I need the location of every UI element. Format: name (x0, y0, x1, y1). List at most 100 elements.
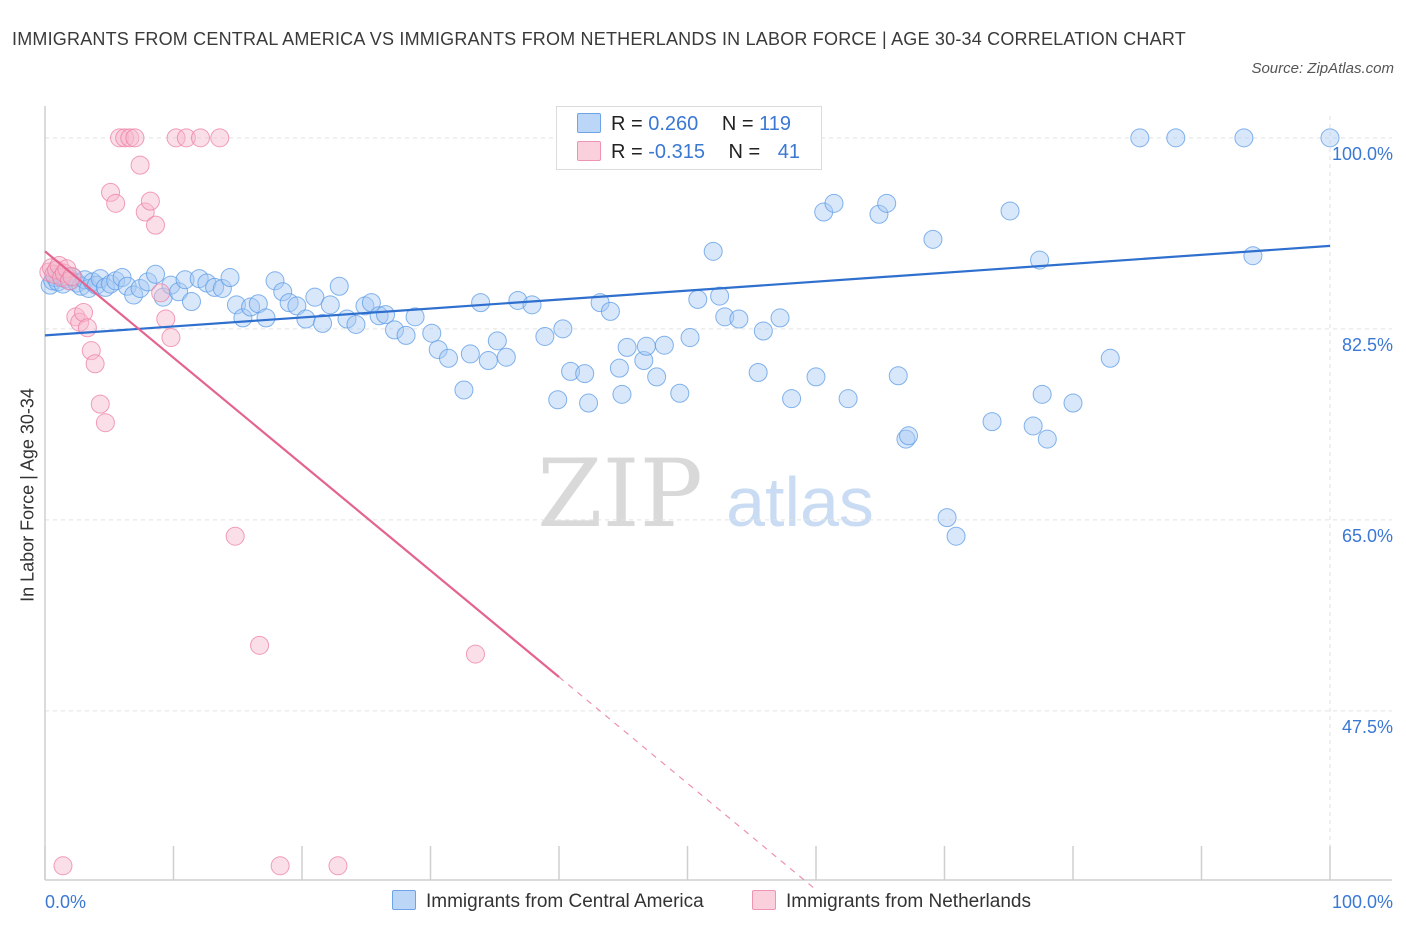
point-central-america (305, 287, 325, 307)
point-central-america (647, 367, 667, 387)
point-netherlands (270, 856, 290, 876)
point-central-america (1243, 246, 1263, 266)
legend-r-value-netherlands: -0.315 (648, 141, 705, 163)
bottom-legend-netherlands[interactable]: Immigrants from Netherlands (752, 888, 1031, 916)
point-netherlands (151, 283, 171, 303)
trend-layer (44, 244, 1331, 891)
point-netherlands (85, 354, 105, 374)
point-netherlands (130, 155, 150, 175)
point-central-america (824, 193, 844, 213)
point-central-america (346, 314, 366, 334)
watermark-zip: ZIP (537, 440, 703, 549)
point-central-america (923, 229, 943, 249)
point-central-america (634, 350, 654, 370)
point-central-america (376, 305, 396, 325)
point-central-america (1063, 393, 1083, 413)
trendline-netherlands (44, 250, 560, 678)
point-netherlands (328, 856, 348, 876)
legend-row-netherlands: R = -0.315 N = 41 (577, 138, 800, 166)
point-central-america (888, 366, 908, 386)
point-netherlands (465, 644, 485, 664)
point-central-america (130, 278, 150, 298)
correlation-legend: R = 0.260 N = 119 R = -0.315 N = 41 (556, 106, 822, 170)
point-central-america (522, 295, 542, 315)
point-central-america (670, 383, 690, 403)
point-netherlands (106, 193, 126, 213)
chart-title: IMMIGRANTS FROM CENTRAL AMERICA VS IMMIG… (12, 29, 1186, 49)
legend-n-label: N = (721, 113, 754, 135)
point-central-america (438, 348, 458, 368)
point-netherlands (115, 128, 135, 148)
point-central-america (715, 307, 735, 327)
point-central-america (1032, 384, 1052, 404)
point-central-america (782, 389, 802, 409)
trendline-central-america (44, 244, 1331, 337)
point-central-america (329, 276, 349, 296)
point-central-america (405, 307, 425, 327)
point-central-america (396, 325, 416, 345)
point-netherlands (110, 128, 130, 148)
point-central-america (877, 193, 897, 213)
point-central-america (478, 350, 498, 370)
legend-n-value-netherlands: 41 (777, 141, 801, 163)
source-credit: Source: ZipAtlas.com (1251, 60, 1394, 77)
point-central-america (385, 320, 405, 340)
point-central-america (67, 273, 87, 293)
legend-r-label: R = (611, 113, 643, 135)
point-central-america (654, 335, 674, 355)
watermark-atlas: atlas (726, 463, 874, 541)
point-central-america (770, 308, 790, 328)
point-central-america (241, 297, 261, 317)
point-central-america (680, 328, 700, 348)
point-netherlands (140, 191, 160, 211)
point-netherlands (176, 128, 196, 148)
point-central-america (471, 293, 491, 313)
point-central-america (575, 364, 595, 384)
point-central-america (869, 204, 889, 224)
grid-lines (45, 116, 1392, 880)
point-central-america (710, 286, 730, 306)
point-central-america (1320, 128, 1340, 148)
legend-n-value-central-america: 119 (759, 113, 792, 135)
point-central-america (1166, 128, 1186, 148)
series-central-america (40, 128, 1340, 546)
zipatlas-watermark: ZIP atlas (537, 440, 874, 549)
y-tick-label: 82.5% (1342, 335, 1393, 355)
point-central-america (101, 274, 121, 294)
point-central-america (220, 268, 240, 288)
point-central-america (146, 264, 166, 284)
bottom-legend-swatch-central-america (392, 890, 416, 910)
point-central-america (112, 268, 132, 288)
point-central-america (609, 358, 629, 378)
point-central-america (460, 344, 480, 364)
point-central-america (1023, 416, 1043, 436)
point-central-america (181, 292, 201, 312)
bottom-legend-label-central-america: Immigrants from Central America (426, 891, 704, 912)
y-tick-label: 65.0% (1342, 526, 1393, 546)
x-tick-label: 100.0% (1332, 892, 1393, 912)
trendline-netherlands-extrapolation (558, 676, 817, 891)
point-central-america (548, 390, 568, 410)
point-central-america (1000, 201, 1020, 221)
point-netherlands (210, 128, 230, 148)
point-central-america (579, 393, 599, 413)
point-central-america (703, 241, 723, 261)
point-central-america (212, 278, 232, 298)
point-central-america (937, 508, 957, 528)
bottom-legend-central-america[interactable]: Immigrants from Central America (392, 888, 704, 916)
point-central-america (1130, 128, 1150, 148)
point-netherlands (53, 856, 73, 876)
point-netherlands (225, 526, 245, 546)
point-central-america (688, 289, 708, 309)
point-central-america (95, 277, 115, 297)
point-netherlands (250, 635, 270, 655)
point-netherlands (166, 128, 186, 148)
point-central-america (1100, 348, 1120, 368)
point-central-america (279, 293, 299, 313)
point-netherlands (74, 302, 94, 322)
point-netherlands (161, 328, 181, 348)
point-central-america (535, 326, 555, 346)
point-netherlands (101, 182, 121, 202)
tick-labels: 100.0% 82.5% 65.0% 47.5% 0.0% 100.0% (45, 144, 1393, 912)
point-central-america (454, 380, 474, 400)
